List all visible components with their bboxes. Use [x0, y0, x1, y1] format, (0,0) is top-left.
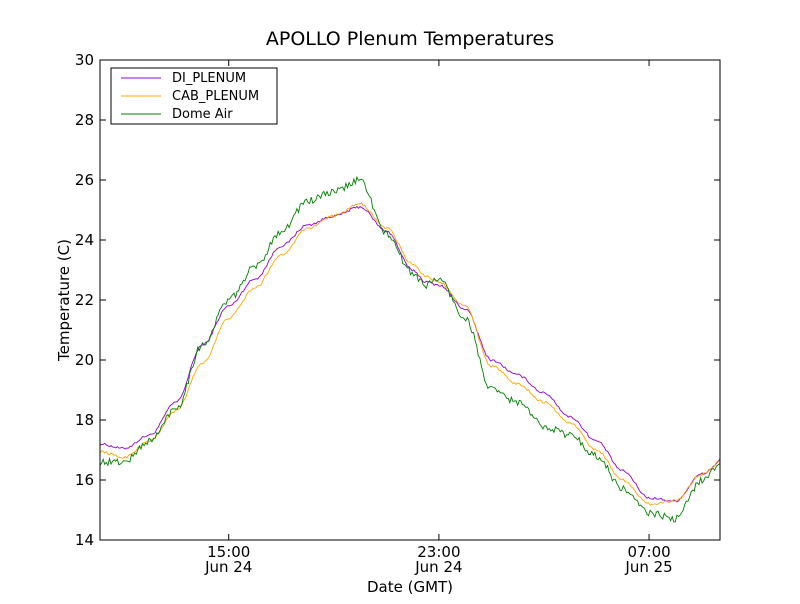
- series-line-cab-plenum: [100, 202, 720, 506]
- y-tick-label: 16: [75, 471, 94, 489]
- x-tick-label-time: 07:00: [627, 543, 670, 561]
- legend-label-di-plenum: DI_PLENUM: [172, 71, 246, 86]
- legend: DI_PLENUM CAB_PLENUM Dome Air: [110, 67, 278, 125]
- series-line-dome-air: [100, 175, 720, 523]
- x-tick-label-date: Jun 24: [204, 558, 252, 576]
- y-tick-label: 18: [75, 411, 94, 429]
- x-tick-label-time: 15:00: [207, 543, 250, 561]
- legend-label-dome-air: Dome Air: [172, 107, 233, 122]
- chart-title: APOLLO Plenum Temperatures: [266, 28, 554, 50]
- series-layer: [100, 175, 720, 523]
- plot-area: [100, 60, 720, 540]
- legend-label-cab-plenum: CAB_PLENUM: [172, 89, 259, 104]
- y-tick-label: 26: [75, 171, 94, 189]
- x-tick-label-time: 23:00: [417, 543, 460, 561]
- x-tick-label-date: Jun 24: [414, 558, 462, 576]
- y-tick-label: 22: [75, 291, 94, 309]
- y-tick-label: 28: [75, 111, 94, 129]
- y-tick-label: 30: [75, 51, 94, 69]
- x-tick-label-date: Jun 25: [624, 558, 672, 576]
- y-axis-label: Temperature (C): [55, 239, 73, 362]
- y-tick-label: 24: [75, 231, 94, 249]
- y-tick-label: 14: [75, 531, 94, 549]
- y-tick-label: 20: [75, 351, 94, 369]
- x-axis-label: Date (GMT): [367, 578, 453, 596]
- series-line-di-plenum: [100, 205, 720, 503]
